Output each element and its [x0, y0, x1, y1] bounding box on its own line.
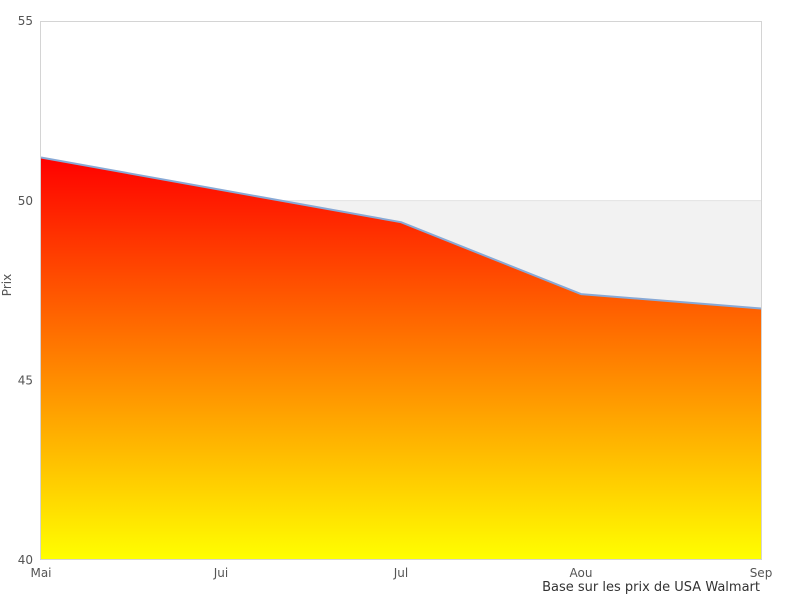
y-tick-label-55: 55 — [18, 14, 33, 28]
y-axis-labels: 55 50 45 40 — [18, 14, 33, 567]
y-tick-label-40: 40 — [18, 553, 33, 567]
y-axis-title: Prix — [0, 274, 14, 296]
chart-caption: Base sur les prix de USA Walmart — [542, 580, 760, 595]
y-tick-label-50: 50 — [18, 194, 33, 208]
x-tick-label-sep: Sep — [750, 566, 773, 580]
x-tick-label-jui: Jui — [213, 566, 228, 580]
area-series-fill — [41, 157, 761, 560]
x-tick-label-jul: Jul — [393, 566, 408, 580]
area-series-line — [40, 156, 762, 310]
x-tick-label-mai: Mai — [30, 566, 51, 580]
plot-border — [40, 21, 762, 560]
x-axis-labels: Mai Jui Jul Aou Sep — [30, 566, 772, 580]
x-tick-label-aou: Aou — [570, 566, 593, 580]
y-tick-label-45: 45 — [18, 374, 33, 388]
